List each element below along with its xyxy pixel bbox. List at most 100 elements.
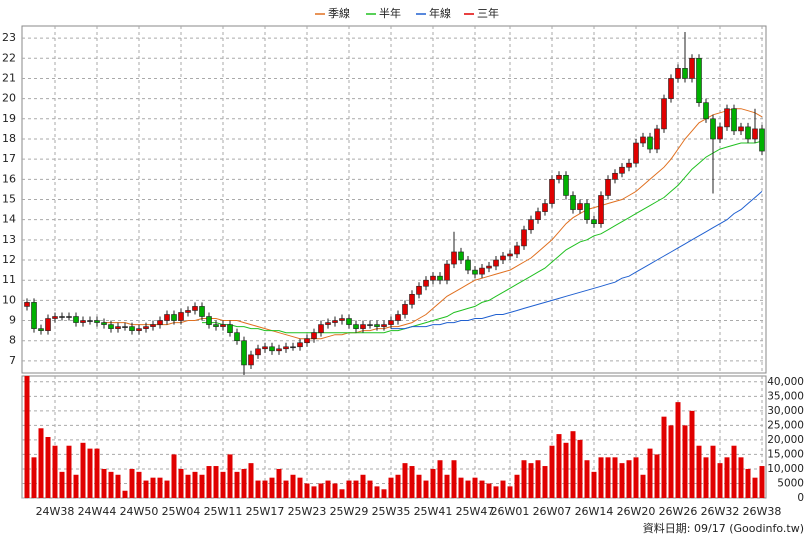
y2-tick-label: 25,000 [767,419,804,431]
candle-body [626,162,632,168]
volume-bar [584,460,590,498]
volume-bar [717,463,723,498]
candle-body [430,275,436,281]
candle-body [381,324,387,327]
candle-body [521,229,527,247]
volume-bar [38,428,44,498]
volume-bar [577,439,583,498]
candle-body [332,320,338,323]
candle-body [206,316,212,325]
candle-body [542,203,548,212]
candle-body [276,348,282,352]
candle-body [675,68,681,79]
volume-bar [269,477,275,498]
volume-bar [647,448,653,498]
volume-bar [283,480,289,498]
candle-body [80,320,86,323]
volume-bar [395,474,401,498]
candle-body [752,128,758,140]
candle-body [724,108,730,128]
candle-body [507,253,513,257]
candle-body [668,78,674,99]
volume-bar [640,474,646,498]
volume-bar [745,468,751,498]
y-tick-label: 20 [2,92,16,105]
candle-body [213,324,219,327]
volume-bar [570,431,576,498]
ma-line [104,108,763,340]
candle-body [661,98,667,130]
y-tick-label: 12 [2,253,16,266]
volume-bar [101,468,107,498]
candle-body [710,118,716,140]
volume-bar [381,489,387,498]
y-tick-label: 11 [2,273,16,286]
candle-body [108,324,114,329]
candle-body [472,269,478,275]
x-tick-label: 25W17 [246,505,285,518]
candle-body [66,316,72,318]
volume-bar [143,480,149,498]
y-tick-label: 8 [9,334,16,347]
candle-body [374,324,380,327]
volume-bar [157,477,163,498]
volume-bar [339,489,345,498]
volume-bar [185,474,191,498]
x-tick-label: 24W50 [120,505,159,518]
volume-bar [661,416,667,498]
candle-body [479,267,485,275]
candle-body [262,346,268,350]
candle-body [150,324,156,327]
y2-tick-label: 0 [797,492,804,504]
y-tick-label: 15 [2,193,16,206]
candle-body [31,302,37,329]
volume-bar [276,468,282,498]
x-tick-label: 25W47 [456,505,495,518]
candle-body [171,314,177,321]
volume-bar [472,477,478,498]
volume-bar [528,463,534,498]
candle-body [325,322,331,325]
candle-body [514,245,520,255]
candle-body [416,285,422,295]
volume-bar [514,474,520,498]
volume-bar [752,477,758,498]
candle-body [339,318,345,321]
candle-body [45,318,51,331]
candle-body [528,219,534,231]
volume-bar [633,457,639,498]
candle-body [304,338,310,344]
candle-body [402,304,408,315]
volume-bar [360,474,366,498]
volume-bar [521,460,527,498]
volume-bar [430,468,436,498]
candle-body [444,263,450,281]
volume-bar [192,471,198,498]
candle-body [178,312,184,321]
candle-body [255,348,261,356]
candle-body [38,328,44,331]
volume-bar [262,480,268,498]
volume-bar [563,442,569,498]
candle-body [143,326,149,329]
volume-bar [696,445,702,498]
legend-label: 年線 [429,6,451,20]
candle-body [577,203,583,210]
volume-bar [437,460,443,498]
candle-body [745,126,751,140]
volume-bar [94,448,100,498]
candle-body [486,265,492,269]
y-tick-label: 21 [2,71,16,84]
candle-body [290,346,296,349]
volume-bar [507,486,513,498]
candle-body [598,195,604,225]
candle-body [318,324,324,333]
volume-bar [465,480,471,498]
candle-body [24,302,30,307]
volume-bar [542,466,548,498]
x-tick-label: 26W01 [491,505,530,518]
candle-body [101,322,107,325]
candle-body [437,275,443,281]
volume-bar [682,425,688,498]
